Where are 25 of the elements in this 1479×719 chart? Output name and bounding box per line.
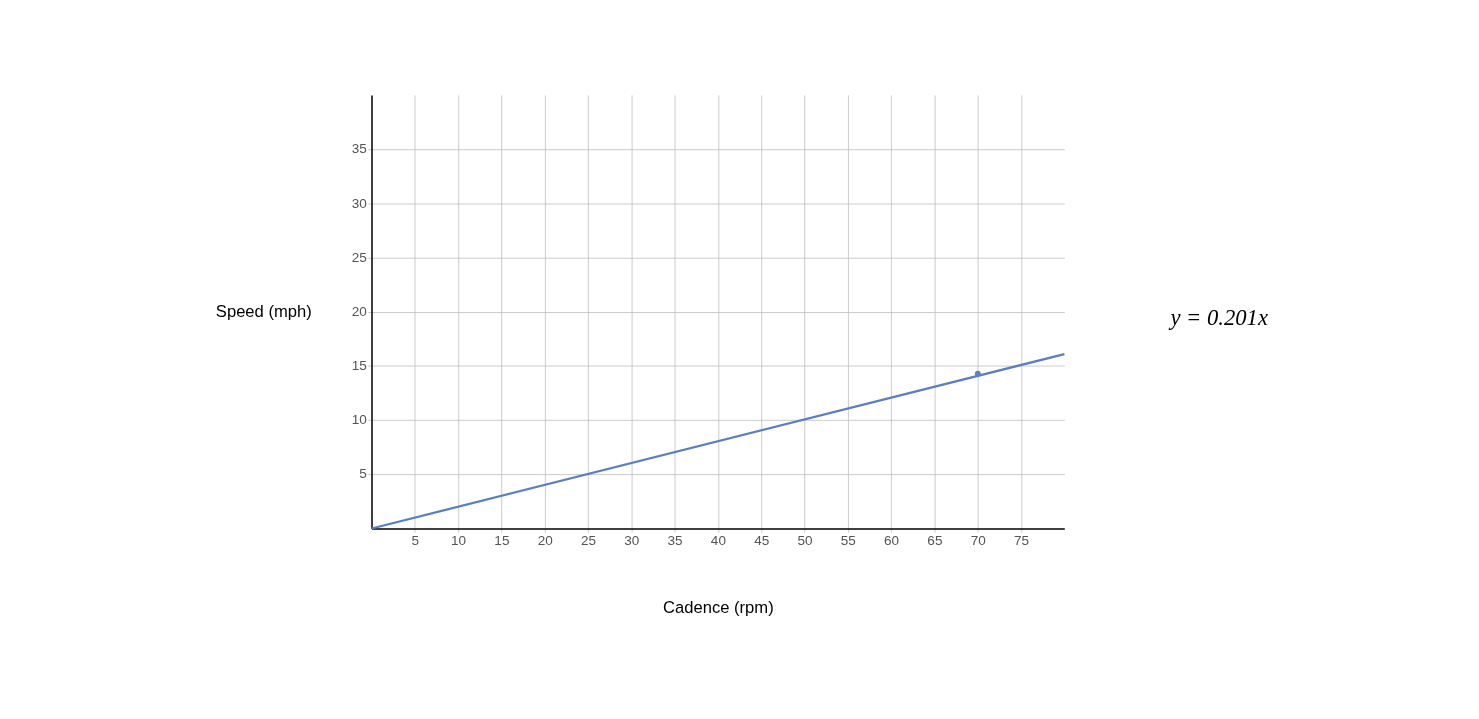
text: y = 0.201x	[1168, 304, 1268, 330]
x-tick-label: 50	[797, 532, 813, 548]
y-tick-label: 35	[351, 141, 367, 157]
y-tick-label: 10	[351, 412, 367, 428]
x-tick-label: 45	[754, 532, 770, 548]
y-tick-label: 5	[359, 466, 367, 482]
y-tick-label: 20	[351, 303, 367, 319]
x-tick-label: 60	[884, 532, 900, 548]
x-tick-label: 5	[411, 532, 420, 548]
y-tick-label: 30	[351, 195, 367, 211]
x-tick-label: 20	[537, 532, 553, 548]
x-tick-label: 25	[580, 532, 597, 548]
x-tick-label: 35	[667, 532, 683, 548]
x-tick-label: 55	[840, 532, 856, 548]
x-tick-label: 30	[624, 532, 640, 548]
x-axis-title: Cadence (rpm)	[663, 598, 774, 618]
y-axis-title: Speed (mph)	[215, 302, 312, 322]
x-tick-label: 65	[927, 532, 943, 548]
y-tick-label: 25	[351, 249, 367, 265]
x-tick-label: 70	[970, 532, 986, 548]
x-tick-label: 10	[451, 532, 467, 548]
x-tick-label: 75	[1013, 532, 1030, 548]
y-tick-label: 15	[351, 358, 367, 374]
x-tick-label: 15	[494, 532, 510, 548]
x-tick-label: 40	[710, 532, 726, 548]
